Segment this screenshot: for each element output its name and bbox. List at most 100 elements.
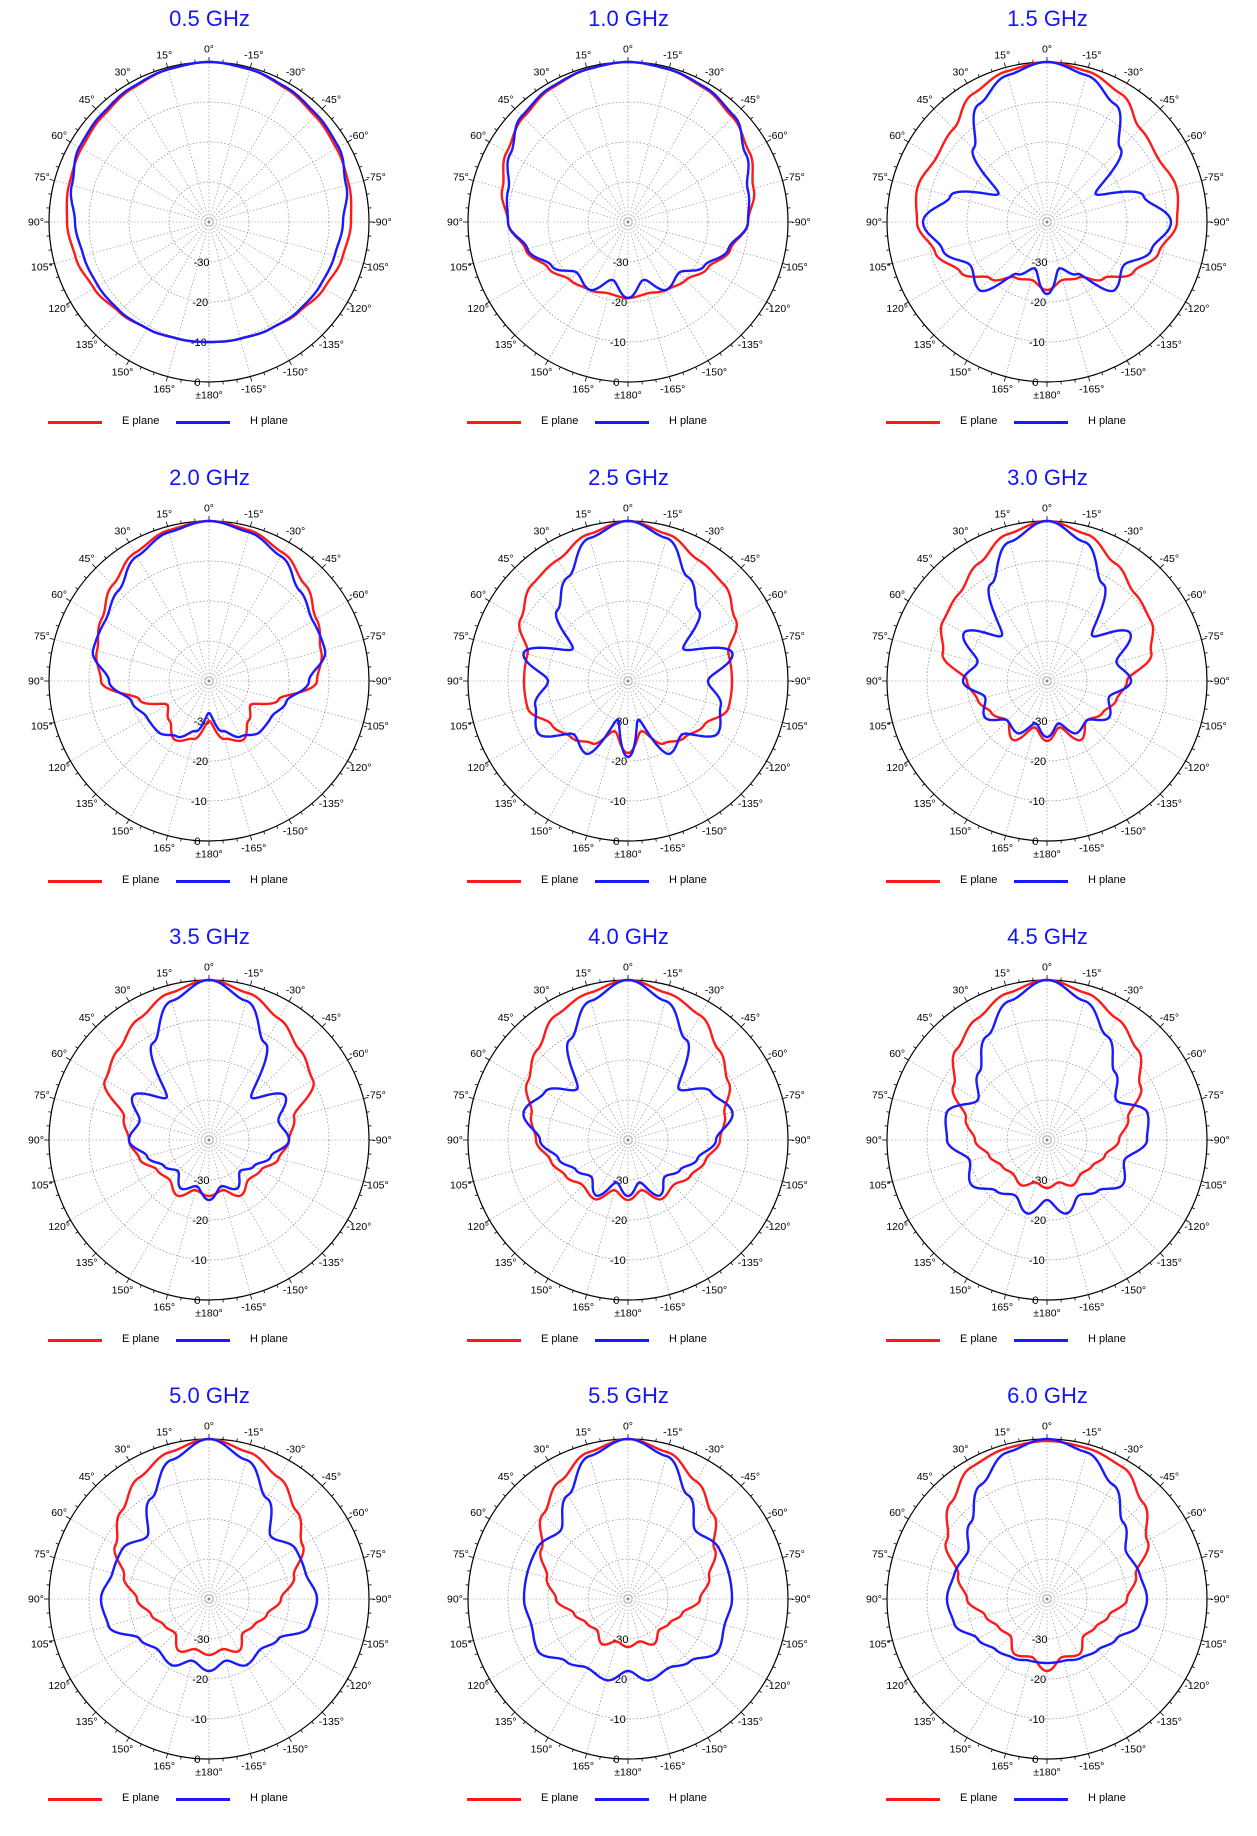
legend-e-plane-swatch <box>467 880 521 883</box>
outer-tick <box>250 522 251 527</box>
angular-grid-spoke <box>168 67 209 222</box>
outer-tick <box>535 1465 537 1467</box>
angular-grid-spoke <box>548 83 628 222</box>
angle-tick-label: 105° <box>31 720 53 732</box>
outer-tick <box>104 556 106 558</box>
outer-tick <box>886 1571 889 1572</box>
angle-tick-label: 90° <box>447 217 463 229</box>
angle-tick-label: 60° <box>889 1048 905 1060</box>
outer-tick <box>1102 69 1103 72</box>
outer-tick <box>559 367 560 370</box>
outer-tick <box>467 194 470 195</box>
outer-tick <box>153 1290 154 1293</box>
angle-tick-label: -165° <box>241 384 266 396</box>
outer-tick <box>1139 812 1141 814</box>
angular-grid-spoke <box>892 222 1047 263</box>
angle-tick-label: -30° <box>705 1444 724 1456</box>
radial-tick-label: -10 <box>191 1255 207 1267</box>
outer-tick <box>301 1271 303 1273</box>
outer-tick <box>61 1667 64 1668</box>
outer-tick <box>475 1084 478 1085</box>
outer-tick <box>913 129 915 131</box>
angular-grid-spoke <box>1047 109 1160 222</box>
outer-tick <box>1197 166 1200 167</box>
outer-tick <box>340 1691 342 1693</box>
outer-tick <box>61 612 64 613</box>
outer-tick <box>1197 1654 1200 1655</box>
angle-tick-label: -30° <box>286 67 305 79</box>
angular-grid-spoke <box>628 1599 669 1754</box>
outer-tick <box>913 1047 915 1049</box>
outer-tick <box>181 1757 182 1760</box>
outer-tick <box>367 709 370 710</box>
angle-tick-label: 135° <box>495 1716 517 1728</box>
outer-tick <box>1178 314 1180 316</box>
angle-tick-label: 75° <box>872 1090 888 1102</box>
outer-tick <box>301 812 303 814</box>
angle-tick-label: 120° <box>886 1680 908 1692</box>
outer-tick <box>888 179 893 180</box>
legend-e-plane-swatch <box>48 880 102 883</box>
angle-tick-label: -150° <box>1121 366 1146 378</box>
outer-tick <box>250 836 251 841</box>
angular-grid-spoke <box>129 83 209 222</box>
polar-plot-svg: 0°15°30°45°60°75°90°105°120°135°150°165°… <box>0 459 419 864</box>
angle-tick-label: -75° <box>785 631 804 643</box>
outer-tick <box>1127 361 1130 365</box>
angle-tick-label: -90° <box>1210 217 1229 229</box>
radial-tick-label: -10 <box>1029 796 1045 808</box>
outer-tick <box>84 1035 86 1037</box>
angular-grid-spoke <box>70 142 209 222</box>
radial-tick-label: -10 <box>191 1714 207 1726</box>
outer-tick <box>84 784 86 786</box>
outer-tick <box>277 1285 278 1288</box>
outer-tick <box>559 1744 560 1747</box>
outer-tick <box>656 979 657 982</box>
outer-tick <box>264 987 265 990</box>
angle-tick-label: 0° <box>204 962 214 974</box>
outer-tick <box>600 1438 601 1441</box>
angle-tick-label: 0° <box>623 962 633 974</box>
outer-tick <box>367 250 370 251</box>
outer-tick <box>751 576 753 578</box>
outer-tick <box>1102 372 1103 375</box>
outer-tick <box>475 1195 478 1196</box>
radial-tick-label: 0 <box>613 377 619 389</box>
outer-tick <box>503 325 505 327</box>
outer-tick <box>104 345 106 347</box>
angular-grid-spoke <box>96 1486 209 1599</box>
angular-grid-spoke <box>908 142 1047 222</box>
outer-tick <box>1192 1667 1195 1668</box>
e-plane-curve <box>114 1439 303 1655</box>
angle-tick-label: -75° <box>366 1090 385 1102</box>
angular-grid-spoke <box>209 681 250 836</box>
outer-tick <box>731 1263 733 1265</box>
outer-tick <box>1170 576 1172 578</box>
outer-tick <box>153 831 154 834</box>
angle-tick-label: -120° <box>1184 303 1209 315</box>
angle-tick-label: -60° <box>1187 589 1206 601</box>
outer-tick <box>600 1298 601 1301</box>
angle-tick-label: -45° <box>322 1012 341 1024</box>
outer-tick <box>731 345 733 347</box>
radial-tick-label: 0 <box>194 377 200 389</box>
radial-tick-label: -20 <box>192 756 208 768</box>
angle-tick-label: -45° <box>1160 553 1179 565</box>
outer-tick <box>116 353 118 355</box>
outer-tick <box>277 992 278 995</box>
outer-tick <box>535 88 537 90</box>
angular-grid-spoke <box>548 542 628 681</box>
outer-tick <box>954 1730 956 1732</box>
outer-tick <box>50 179 55 180</box>
radial-tick-label: -10 <box>1029 337 1045 349</box>
angle-tick-label: 105° <box>450 1638 472 1650</box>
angle-tick-label: 120° <box>48 1680 70 1692</box>
outer-tick <box>340 1047 342 1049</box>
radial-tick-label: -30 <box>194 257 210 269</box>
outer-tick <box>546 79 549 83</box>
outer-tick <box>572 372 573 375</box>
outer-tick <box>75 1232 77 1234</box>
outer-tick <box>1075 520 1076 523</box>
